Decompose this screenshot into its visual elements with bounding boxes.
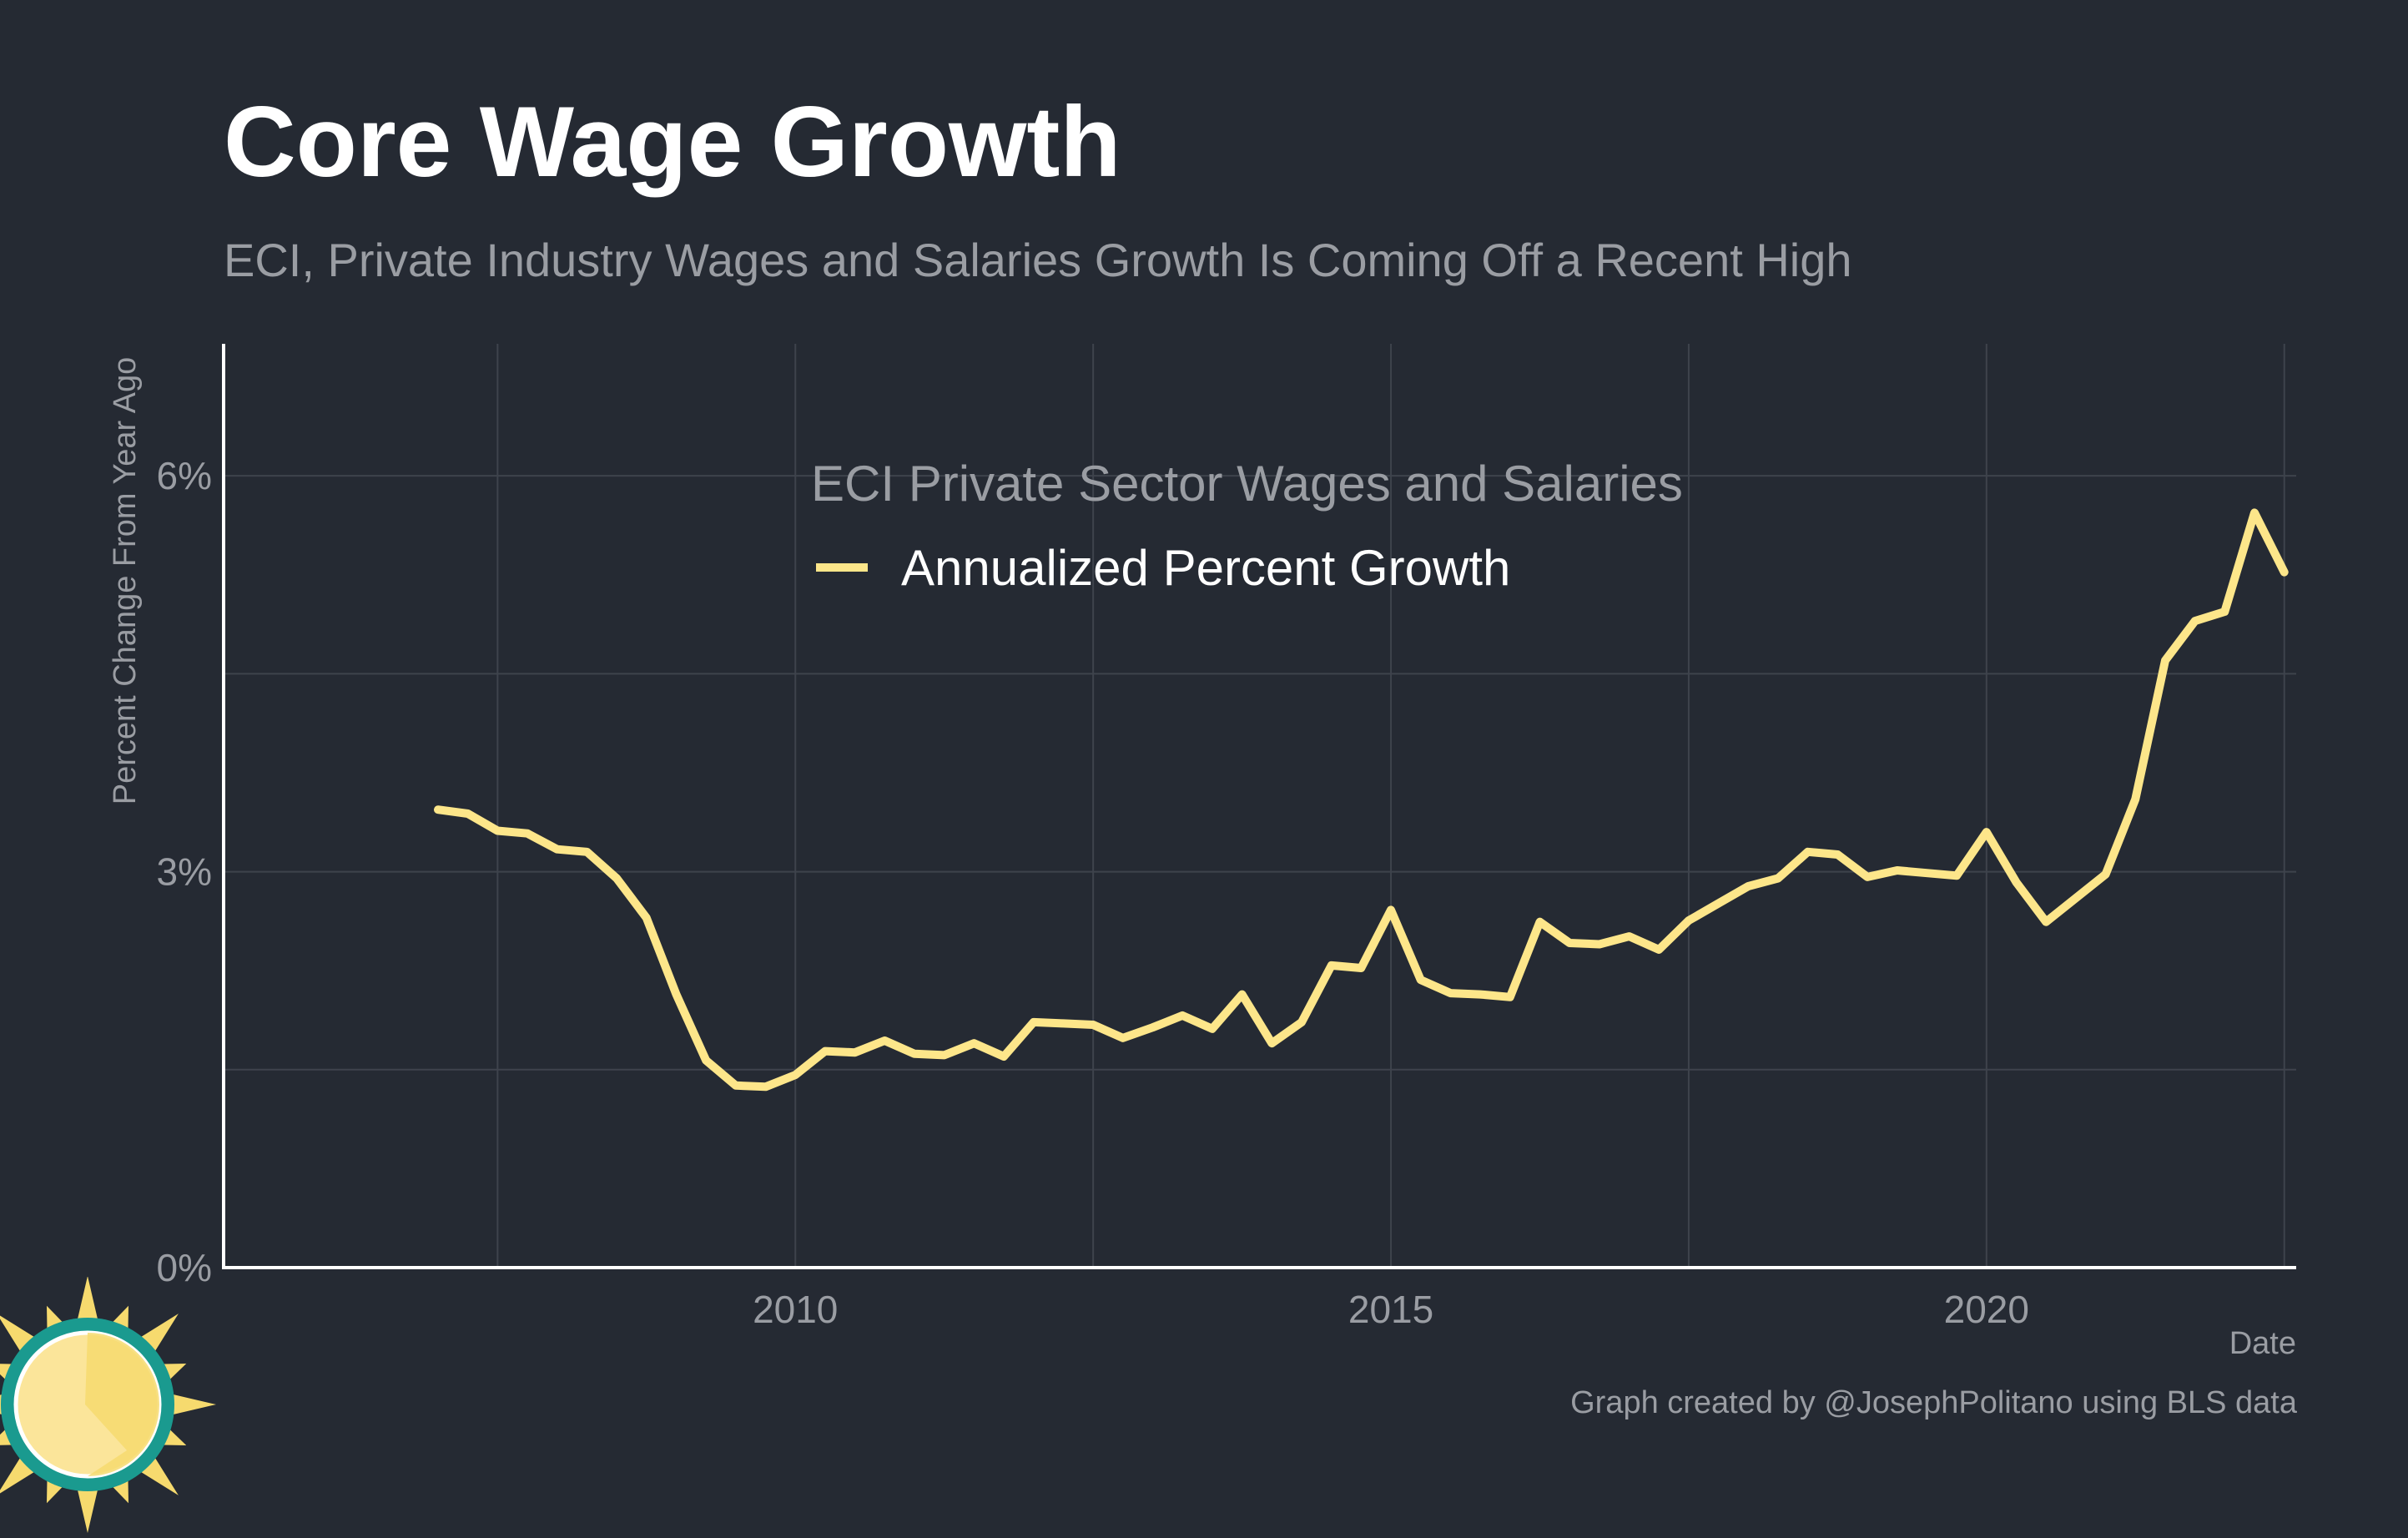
series-line xyxy=(434,508,2289,1092)
y-tick-label: 0% xyxy=(157,1246,212,1289)
sun-ray xyxy=(75,1277,100,1329)
sun-icon xyxy=(0,1277,216,1533)
sun-ray xyxy=(163,1392,216,1417)
sun-ray xyxy=(75,1480,100,1533)
source-caption: Graph created by @JosephPolitano using B… xyxy=(1570,1385,2297,1420)
axes xyxy=(222,344,2296,1269)
legend-title: ECI Private Sector Wages and Salaries xyxy=(811,456,1683,512)
axis-labels: 2010 2015 2020 0% 3% 6% Date Percent Change Fro… xyxy=(108,357,2296,1361)
x-tick-label: 2015 xyxy=(1348,1288,1433,1331)
y-tick-label: 6% xyxy=(157,454,212,497)
x-tick-label: 2020 xyxy=(1944,1288,2029,1331)
chart-title: Core Wage Growth xyxy=(224,86,1121,198)
x-tick-label: 2010 xyxy=(753,1288,838,1331)
y-tick-label: 3% xyxy=(157,850,212,894)
legend: ECI Private Sector Wages and Salaries Ann… xyxy=(811,456,1683,596)
grid xyxy=(224,344,2296,1268)
chart-subtitle: ECI, Private Industry Wages and Salaries… xyxy=(224,234,1852,286)
y-axis-title: Percent Change From Year Ago xyxy=(108,357,143,805)
x-axis-title: Date xyxy=(2229,1326,2296,1361)
legend-entry-label: Annualized Percent Growth xyxy=(901,540,1510,596)
series-layer xyxy=(434,508,2289,1092)
